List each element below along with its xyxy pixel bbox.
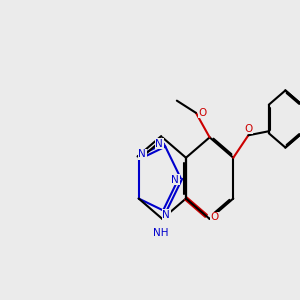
Text: N: N: [171, 175, 179, 184]
Text: O: O: [210, 212, 219, 222]
Text: N: N: [155, 139, 163, 148]
Text: O: O: [244, 124, 252, 134]
Text: NH: NH: [153, 228, 169, 238]
Text: N: N: [138, 149, 146, 159]
Text: O: O: [198, 108, 207, 118]
Text: N: N: [162, 210, 170, 220]
